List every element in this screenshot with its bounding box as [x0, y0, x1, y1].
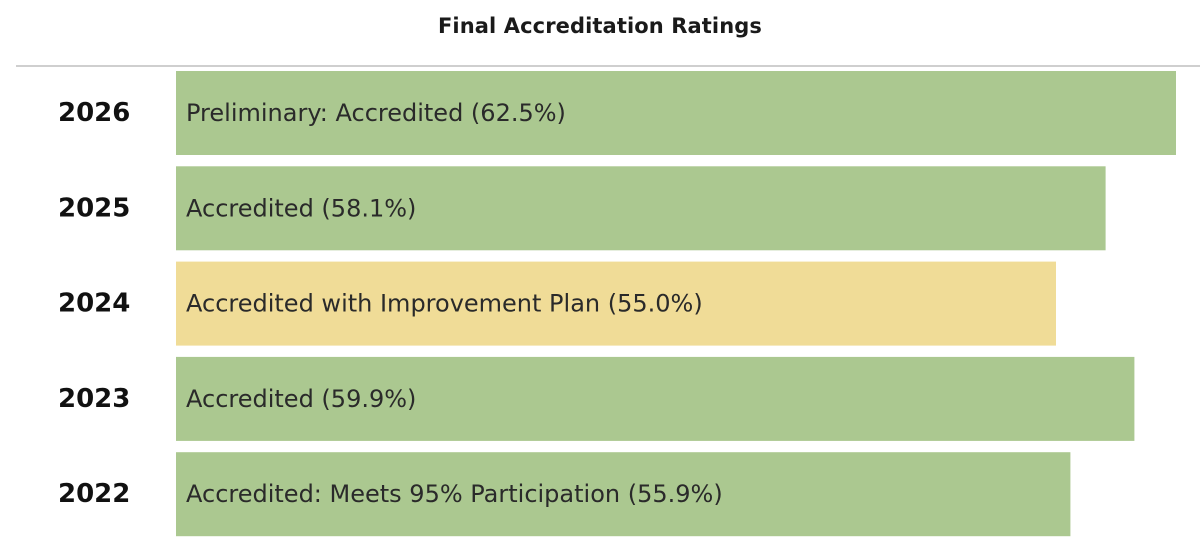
bars-layer: 2026 Preliminary: Accredited (62.5%) 2025 A… [58, 71, 1176, 537]
bar-label-2022: Accredited: Meets 95% Participation (55.… [186, 480, 723, 508]
bar-2026 [176, 71, 1176, 155]
bar-label-2024: Accredited with Improvement Plan (55.0%) [186, 290, 703, 318]
bar-label-2026: Preliminary: Accredited (62.5%) [186, 99, 566, 127]
bar-label-2023: Accredited (59.9%) [186, 385, 416, 413]
year-label-2024: 2024 [58, 289, 130, 319]
chart-title: Final Accreditation Ratings [437, 14, 763, 38]
year-label-2026: 2026 [58, 98, 130, 128]
bar-label-2025: Accredited (58.1%) [186, 194, 416, 222]
bar-2023 [176, 356, 1135, 441]
bar-2024 [176, 261, 1056, 346]
year-label-2025: 2025 [58, 193, 130, 223]
bar-2022 [176, 452, 1071, 537]
year-label-2023: 2023 [58, 384, 130, 414]
bar-2025 [176, 166, 1106, 251]
year-label-2022: 2022 [58, 479, 130, 509]
